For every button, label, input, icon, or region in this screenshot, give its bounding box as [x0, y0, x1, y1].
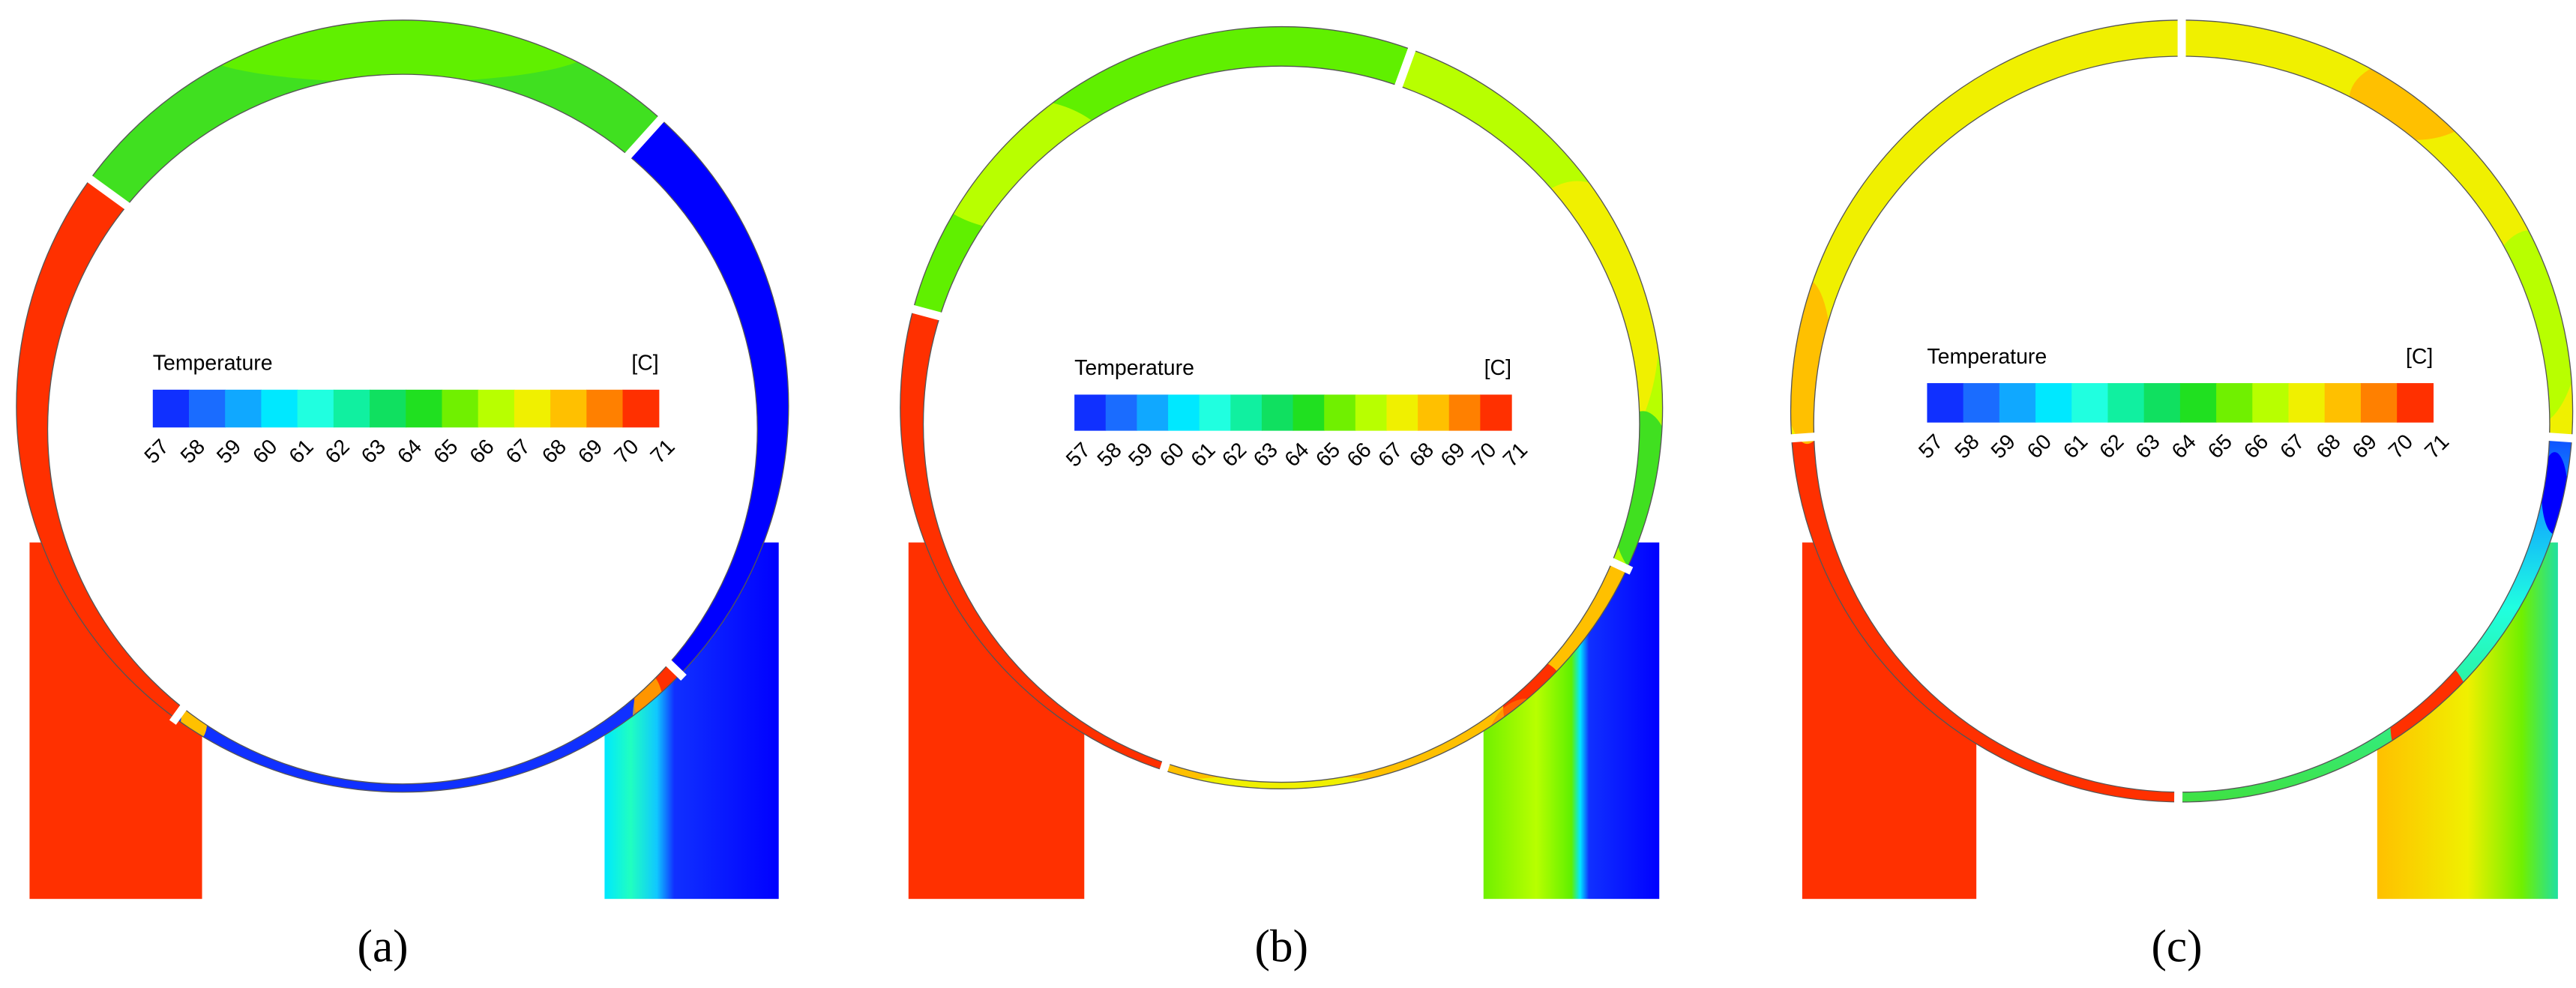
- panel-label: (a): [358, 921, 409, 972]
- panel: Temperature[C]57585960616263646566676869…: [900, 25, 1664, 972]
- colorbar-cell: [406, 389, 443, 428]
- colorbar-cell: [2360, 383, 2398, 423]
- colorbar-cell: [1418, 394, 1450, 431]
- gap: [83, 172, 146, 222]
- legend-title: Temperature: [1074, 356, 1194, 380]
- gap: [2173, 736, 2183, 807]
- gap: [613, 112, 667, 171]
- gap: [1385, 43, 1418, 113]
- colorbar-cell: [1168, 394, 1200, 431]
- colorbar-cell: [370, 389, 406, 428]
- legend-unit: [C]: [631, 352, 658, 376]
- colorbar-cell: [1480, 394, 1512, 431]
- colorbar-cell: [2324, 383, 2362, 423]
- colorbar-cell: [1137, 394, 1169, 431]
- contour-patch: [1166, 775, 1397, 789]
- gap: [2506, 430, 2576, 443]
- inner-circle: [46, 73, 758, 785]
- colorbar-cell: [1355, 394, 1388, 431]
- colorbar-cell: [2107, 383, 2145, 423]
- colorbar-cell: [1105, 394, 1138, 431]
- legend-title: Temperature: [1927, 345, 2047, 369]
- colorbar-cell: [2035, 383, 2072, 423]
- gap: [630, 625, 687, 681]
- colorbar-cell: [1292, 394, 1325, 431]
- colorbar-cell: [225, 389, 262, 428]
- colorbar-cell: [1074, 394, 1107, 431]
- panel-label: (b): [1254, 921, 1308, 972]
- panel-label: (c): [2151, 921, 2202, 972]
- gap: [1158, 706, 1188, 777]
- inner-circle: [1813, 55, 2551, 793]
- contour-patch: [196, 19, 592, 83]
- colorbar-cell: [1230, 394, 1263, 431]
- colorbar-cell: [2288, 383, 2326, 423]
- colorbar-cell: [2216, 383, 2253, 423]
- colorbar-cell: [550, 389, 587, 428]
- gap: [169, 663, 218, 725]
- legend-unit: [C]: [1484, 356, 1511, 380]
- colorbar-cell: [2071, 383, 2109, 423]
- colorbar-cell: [478, 389, 515, 428]
- colorbar-cell: [586, 389, 624, 428]
- gap: [907, 304, 978, 331]
- legend-title: Temperature: [153, 352, 273, 376]
- colorbar-cell: [297, 389, 334, 428]
- colorbar-cell: [2143, 383, 2181, 423]
- gap: [1786, 430, 1858, 443]
- colorbar-cell: [1199, 394, 1231, 431]
- ring-outline: [900, 25, 1664, 790]
- ring-outline: [16, 19, 789, 793]
- colorbar-cell: [514, 389, 551, 428]
- colorbar-cell: [1386, 394, 1418, 431]
- colorbar-cell: [1261, 394, 1294, 431]
- colorbar-cell: [2397, 383, 2434, 423]
- colorbar-cell: [333, 389, 370, 428]
- colorbar-cell: [261, 389, 298, 428]
- colorbar-cell: [442, 389, 479, 428]
- colorbar-cell: [152, 389, 190, 428]
- legend-unit: [C]: [2406, 345, 2433, 369]
- colorbar-cell: [1448, 394, 1481, 431]
- colorbar-cell: [2179, 383, 2217, 423]
- colorbar-cell: [622, 389, 660, 428]
- gap: [1565, 537, 1634, 575]
- colorbar-cell: [1999, 383, 2036, 423]
- colorbar-cell: [2252, 383, 2290, 423]
- colorbar-cell: [1963, 383, 2000, 423]
- colorbar-cell: [1324, 394, 1356, 431]
- colorbar-cell: [1927, 383, 1964, 423]
- colorbar-cell: [189, 389, 226, 428]
